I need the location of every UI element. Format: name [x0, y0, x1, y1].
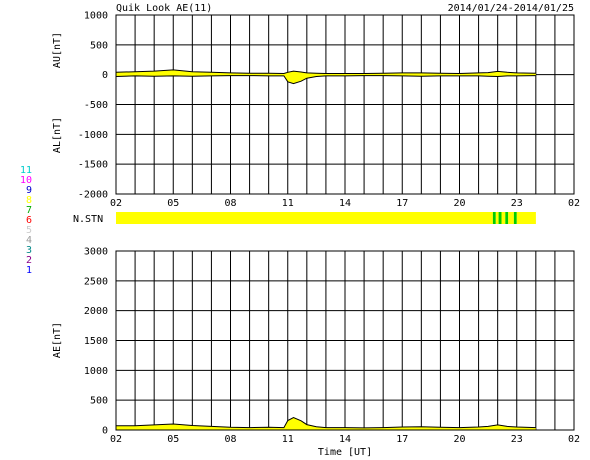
- al-series-line: [115, 75, 536, 85]
- station-legend-number: 11: [20, 165, 32, 176]
- nstn-band: [516, 212, 536, 224]
- au-axis-label: AU[nT]: [52, 32, 63, 68]
- al-axis-label: AL[nT]: [52, 117, 63, 153]
- nstn-band: [513, 212, 517, 224]
- nstn-band: [495, 212, 499, 224]
- au-al-ytick-label: 0: [102, 70, 108, 81]
- station-legend-number: 2: [26, 255, 32, 266]
- nstn-band: [492, 212, 496, 224]
- ae-axis-label: AE[nT]: [52, 322, 63, 358]
- au-al-xtick-label: 23: [511, 198, 523, 209]
- ae-ytick-label: 500: [90, 396, 108, 407]
- nstn-panel: [116, 212, 536, 224]
- ae-frame: [115, 250, 575, 431]
- ae-xtick-label: 11: [282, 434, 294, 445]
- ae-xtick-label: 23: [511, 434, 523, 445]
- au-al-ytick-label: 500: [90, 40, 108, 51]
- station-legend-number: 7: [26, 205, 32, 216]
- date-range: 2014/01/24-2014/01/25: [448, 3, 574, 14]
- au-al-xtick-label: 02: [110, 198, 122, 209]
- ae-xtick-label: 17: [396, 434, 408, 445]
- nstn-band: [116, 212, 493, 224]
- au-al-xtick-label: 08: [224, 198, 236, 209]
- au-al-frame: [115, 14, 575, 195]
- station-legend-number: 8: [26, 195, 32, 206]
- station-legend-number: 9: [26, 185, 32, 196]
- ae-ytick-label: 1500: [84, 336, 108, 347]
- au-al-xtick-label: 14: [339, 198, 351, 209]
- ae-series-line: [116, 416, 536, 429]
- station-legend-number: 1: [26, 265, 32, 276]
- nstn-band: [505, 212, 509, 224]
- au-al-xtick-label: 11: [282, 198, 294, 209]
- ae-ytick-label: 2000: [84, 306, 108, 317]
- x-axis-title: Time [UT]: [318, 447, 372, 458]
- au-al-ytick-label: -500: [84, 100, 108, 111]
- au-al-ytick-label: -1500: [78, 160, 108, 171]
- ae-xtick-label: 08: [224, 434, 236, 445]
- station-legend-number: 10: [20, 175, 32, 186]
- ae-xtick-label: 02: [110, 434, 122, 445]
- ae-ytick-label: 2500: [84, 276, 108, 287]
- au-al-xtick-label: 20: [453, 198, 465, 209]
- ae-xtick-label: 14: [339, 434, 351, 445]
- au-al-ytick-label: 1000: [84, 11, 108, 22]
- nstn-band: [501, 212, 506, 224]
- au-al-ytick-label: -2000: [78, 190, 108, 201]
- station-legend-number: 3: [26, 245, 32, 256]
- station-legend-number: 6: [26, 215, 32, 226]
- nstn-label: N.STN: [73, 214, 103, 225]
- nstn-band: [498, 212, 502, 224]
- au-al-ytick-label: -1000: [78, 130, 108, 141]
- ae-xtick-label: 20: [453, 434, 465, 445]
- station-legend-number: 4: [26, 235, 32, 246]
- station-legend-number: 5: [26, 225, 32, 236]
- au-series-line: [115, 69, 536, 75]
- au-al-xtick-label: 05: [167, 198, 179, 209]
- ae-ytick-label: 1000: [84, 366, 108, 377]
- ae-xtick-label: 02: [568, 434, 580, 445]
- ae-xtick-label: 05: [167, 434, 179, 445]
- au-al-xtick-label: 02: [568, 198, 580, 209]
- ae-ytick-label: 3000: [84, 247, 108, 258]
- ae-ytick-label: 0: [102, 426, 108, 437]
- au-al-xtick-label: 17: [396, 198, 408, 209]
- nstn-band: [508, 212, 514, 224]
- chart-title: Quik Look AE(11): [116, 3, 212, 14]
